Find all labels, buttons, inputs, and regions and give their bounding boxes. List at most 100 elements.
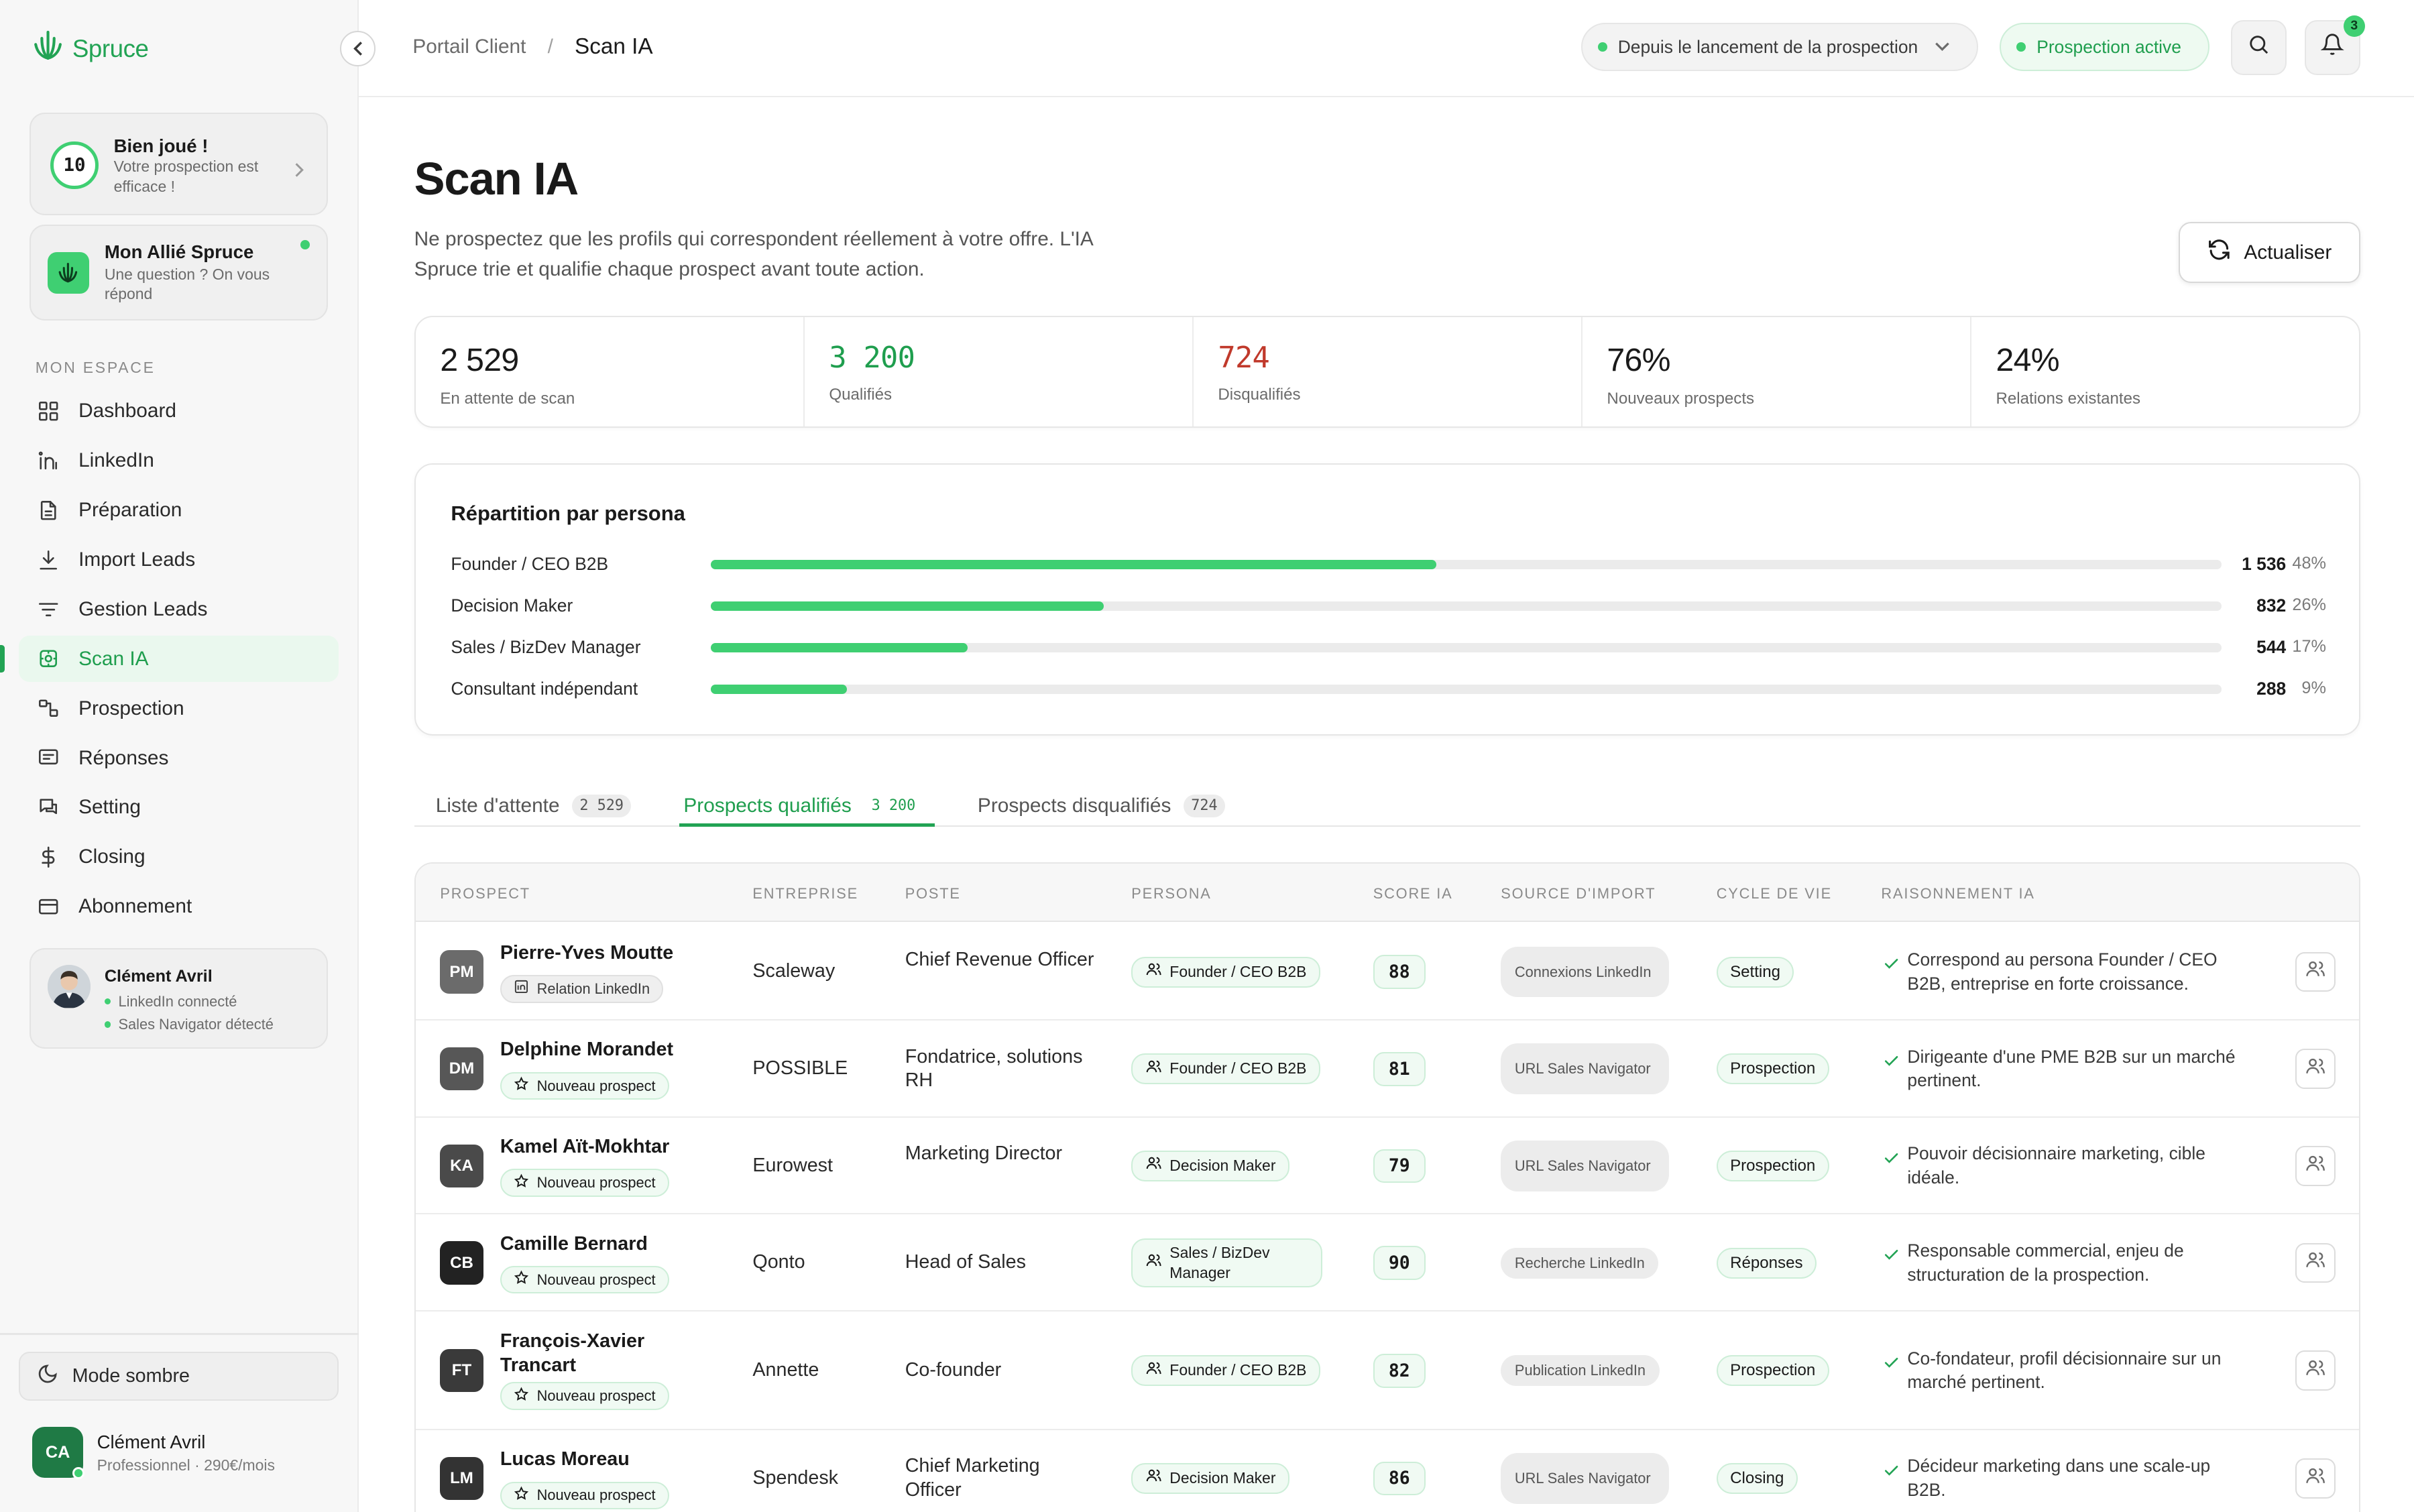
persona-bar-fill [711, 643, 968, 653]
tab-prospects-qualifies[interactable]: Prospects qualifiés 3 200 [683, 785, 923, 827]
position-cell: Fondatrice, solutions RH [905, 1045, 1083, 1092]
table-row[interactable]: CB Camille Bernard Nouveau prospect Qonto He… [415, 1214, 2359, 1312]
stat-label: Relations existantes [1996, 390, 2141, 408]
view-prospect-button[interactable] [2295, 1049, 2336, 1090]
prospect-tag-label: Nouveau prospect [536, 1077, 656, 1094]
period-selector[interactable]: Depuis le lancement de la prospection [1580, 23, 1979, 71]
view-prospect-button[interactable] [2295, 951, 2336, 992]
persona-percent: 9% [2301, 679, 2326, 698]
stats-bar: 2 529 En attente de scan 3 200 Qualifiés 724… [414, 315, 2360, 428]
sidebar-item-closing[interactable]: Closing [19, 834, 339, 880]
star-icon [514, 1076, 529, 1096]
ai-reasoning-text: Pouvoir décisionnaire marketing, cible i… [1907, 1143, 2205, 1187]
users-icon [2305, 1356, 2326, 1385]
table-row[interactable]: PM Pierre-Yves Moutte Relation LinkedIn Sca… [415, 923, 2359, 1021]
prospect-name[interactable]: Kamel Aït-Mokhtar [500, 1135, 670, 1157]
persona-label: Consultant indépendant [451, 679, 638, 699]
search-icon [2247, 33, 2270, 62]
card-icon [37, 895, 60, 918]
company-cell: Eurowest [752, 1154, 833, 1176]
refresh-label: Actualiser [2244, 241, 2332, 264]
active-nav-indicator [0, 645, 5, 673]
column-header-poste[interactable]: Poste [905, 884, 961, 902]
chevron-down-icon [1935, 37, 1950, 58]
page-description: Ne prospectez que les profils qui corres… [414, 228, 1093, 280]
prospect-name[interactable]: François-Xavier Trancart [500, 1330, 645, 1377]
prospect-tag-label: Relation LinkedIn [536, 980, 650, 997]
table-row[interactable]: LM Lucas Moreau Nouveau prospect Spendesk Ch… [416, 1430, 2359, 1512]
prospect-name[interactable]: Pierre-Yves Moutte [500, 941, 674, 964]
view-prospect-button[interactable] [2295, 1242, 2336, 1283]
account-name: Clément Avril [97, 1432, 206, 1453]
refresh-icon [2207, 237, 2232, 268]
tab-count-badge: 2 529 [571, 794, 632, 817]
message-icon [37, 746, 60, 769]
sidebar-item-scan-ia[interactable]: Scan IA [18, 636, 339, 683]
ai-reasoning-text: Responsable commercial, enjeu de structu… [1907, 1240, 2184, 1285]
import-source-badge: URL Sales Navigator [1501, 1453, 1669, 1504]
star-icon [514, 1173, 529, 1193]
account-menu[interactable]: CA Clément Avril Professionnel · 290€/mo… [32, 1427, 340, 1480]
persona-count: 832 [2256, 595, 2287, 616]
tab-liste-d-attente[interactable]: Liste d'attente 2 529 [436, 785, 632, 827]
persona-label: Founder / CEO B2B [1169, 962, 1307, 980]
sidebar-item-abonnement[interactable]: Abonnement [19, 884, 339, 930]
table-row[interactable]: FT François-Xavier Trancart Nouveau prospe… [415, 1312, 2359, 1430]
sidebar-item-reponses[interactable]: Réponses [19, 735, 339, 781]
tab-label: Prospects qualifiés [683, 794, 852, 817]
prospect-name[interactable]: Camille Bernard [500, 1232, 648, 1255]
persona-count: 544 [2256, 637, 2287, 658]
collapse-sidebar-button[interactable] [340, 30, 376, 66]
import-source-badge: Connexions LinkedIn [1501, 946, 1669, 998]
column-header-persona[interactable]: Persona [1131, 884, 1212, 902]
sidebar-item-gestion-leads[interactable]: Gestion Leads [19, 586, 339, 632]
sidebar-item-setting[interactable]: Setting [19, 784, 339, 831]
lifecycle-badge: Closing [1716, 1463, 1798, 1494]
breadcrumb-parent[interactable]: Portail Client [412, 35, 526, 58]
sidebar-item-label: Import Leads [78, 548, 196, 571]
view-prospect-button[interactable] [2295, 1350, 2336, 1391]
view-prospect-button[interactable] [2295, 1458, 2336, 1499]
column-header-cycle-de-vie[interactable]: Cycle de vie [1716, 884, 1832, 902]
sidebar-item-label: Abonnement [78, 895, 192, 918]
search-button[interactable] [2230, 19, 2287, 76]
score-card[interactable]: 10 Bien joué ! Votre prospection est eff… [29, 112, 329, 216]
sidebar-item-preparation[interactable]: Préparation [19, 487, 339, 533]
prospect-name[interactable]: Lucas Moreau [500, 1448, 630, 1470]
persona-label: Founder / CEO B2B [1169, 1361, 1307, 1379]
user-card[interactable]: Clément Avril LinkedIn connecté Sales Na… [29, 948, 329, 1049]
ally-card[interactable]: Mon Allié Spruce Une question ? On vous … [29, 225, 329, 321]
tab-prospects-disqualifies[interactable]: Prospects disqualifiés 724 [978, 785, 1226, 827]
notifications-button[interactable]: 3 [2305, 15, 2365, 76]
prospection-status-badge[interactable]: Prospection active [2000, 23, 2209, 71]
table-row[interactable]: KA Kamel Aït-Mokhtar Nouveau prospect Eurow… [415, 1118, 2359, 1215]
sidebar-item-label: Setting [78, 796, 141, 819]
star-icon [514, 1486, 529, 1505]
logo[interactable]: Spruce [30, 27, 149, 70]
sidebar: Spruce 10 Bien joué ! Votre prospection … [0, 0, 359, 1512]
active-tab-underline [679, 823, 935, 827]
view-prospect-button[interactable] [2295, 1146, 2336, 1186]
ai-reasoning-text: Co-fondateur, profil décisionnaire sur u… [1907, 1348, 2222, 1393]
sidebar-item-prospection[interactable]: Prospection [19, 685, 339, 732]
stat-value: 76% [1607, 342, 1670, 379]
table-row[interactable]: DM Delphine Morandet Nouveau prospect POSSI… [415, 1021, 2359, 1118]
column-header-source-d-import[interactable]: Source d'import [1501, 884, 1656, 902]
prospect-name[interactable]: Delphine Morandet [500, 1039, 674, 1061]
column-header-prospect[interactable]: Prospect [440, 884, 530, 902]
sidebar-item-dashboard[interactable]: Dashboard [19, 388, 339, 434]
position-cell: Head of Sales [905, 1251, 1026, 1273]
column-header-score-ia[interactable]: Score IA [1373, 884, 1453, 902]
sidebar-item-linkedin[interactable]: LinkedIn [19, 438, 339, 484]
persona-row: Founder / CEO B2B 1 536 48% [451, 553, 2326, 577]
dark-mode-toggle[interactable]: Mode sombre [18, 1351, 339, 1401]
persona-bar-track [711, 643, 2222, 653]
period-label: Depuis le lancement de la prospection [1617, 36, 1918, 57]
dollar-icon [37, 846, 60, 868]
refresh-button[interactable]: Actualiser [2178, 221, 2360, 284]
sidebar-item-import-leads[interactable]: Import Leads [19, 536, 339, 583]
prospect-tabs: Liste d'attente 2 529 Prospects qualifiés 3… [414, 770, 2360, 827]
prospect-tag-label: Nouveau prospect [536, 1487, 656, 1504]
column-header-entreprise[interactable]: Entreprise [752, 884, 859, 902]
column-header-raisonnement-ia[interactable]: Raisonnement IA [1881, 884, 2035, 902]
